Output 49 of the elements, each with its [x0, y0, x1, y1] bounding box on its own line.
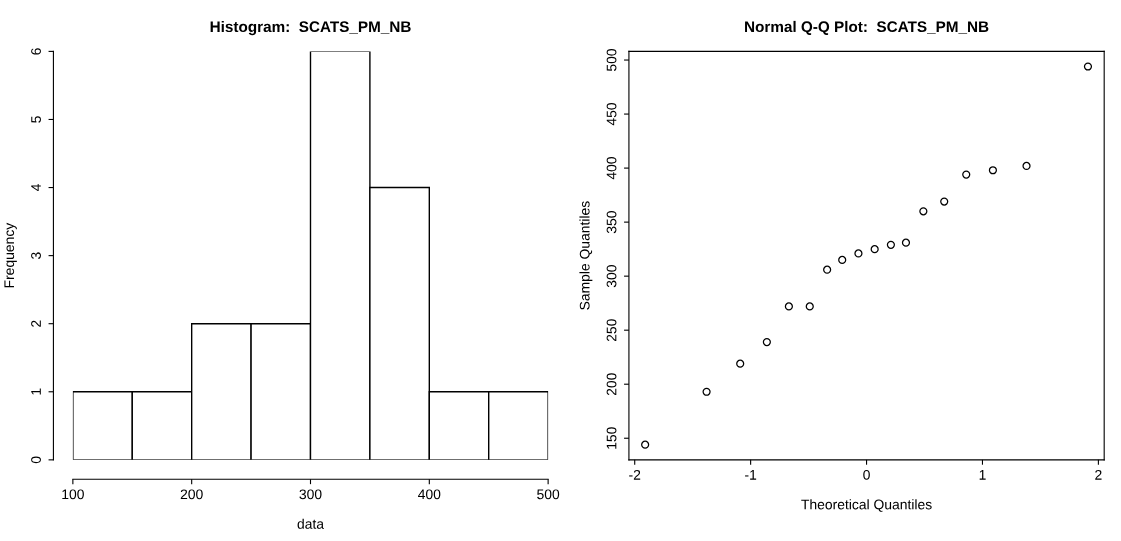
x-tick-label: 500 — [537, 489, 560, 500]
y-tick-label: 350 — [606, 211, 617, 234]
y-tick-label: 4 — [31, 184, 41, 192]
point — [886, 240, 895, 249]
y-axis-title: Sample Quantiles — [579, 201, 593, 310]
point — [805, 302, 814, 311]
x-tick-label: -2 — [629, 469, 641, 480]
x-tick-label: -1 — [745, 470, 757, 480]
point — [702, 387, 711, 396]
y-tick-label: 2 — [31, 320, 41, 327]
point — [838, 255, 847, 265]
y-tick-label: 300 — [606, 265, 617, 288]
x-tick-label: 300 — [299, 489, 322, 500]
y-tick-label: 250 — [606, 319, 617, 342]
x-axis-title: Theoretical Quantiles — [801, 499, 932, 512]
y-tick-label: 450 — [606, 103, 617, 126]
x-tick-label: 2 — [1095, 469, 1102, 480]
point — [1022, 161, 1031, 171]
y-tick-label: 6 — [31, 48, 41, 55]
x-axis-title: data — [297, 518, 325, 529]
point — [940, 197, 949, 206]
point — [736, 359, 745, 368]
point — [988, 166, 998, 175]
point — [870, 245, 879, 254]
chart-title: Histogram: SCATS_PM_NB — [210, 20, 411, 36]
y-tick-label: 400 — [606, 157, 617, 180]
x-tick-label: 100 — [62, 489, 84, 500]
x-tick-label: 1 — [979, 470, 986, 480]
y-tick-label: 200 — [606, 373, 617, 396]
y-tick-label: 1 — [31, 388, 41, 395]
y-tick-label: 150 — [606, 427, 617, 449]
x-tick-label: 400 — [418, 489, 441, 500]
y-tick-label: 3 — [31, 252, 41, 259]
point — [641, 440, 650, 449]
y-tick-label: 0 — [31, 456, 41, 464]
point — [762, 337, 771, 347]
point — [854, 249, 863, 258]
x-tick-label: 0 — [863, 469, 870, 480]
point — [784, 302, 793, 311]
point — [1083, 62, 1093, 71]
chart-title: Normal Q-Q Plot: SCATS_PM_NB — [745, 20, 989, 35]
point — [919, 207, 928, 216]
x-tick-label: 200 — [180, 489, 203, 500]
point — [901, 238, 911, 247]
y-tick-label: 5 — [31, 116, 41, 123]
y-axis-title: Frequency — [4, 222, 17, 288]
y-tick-label: 500 — [606, 49, 617, 72]
point — [823, 265, 832, 274]
point — [962, 170, 971, 179]
